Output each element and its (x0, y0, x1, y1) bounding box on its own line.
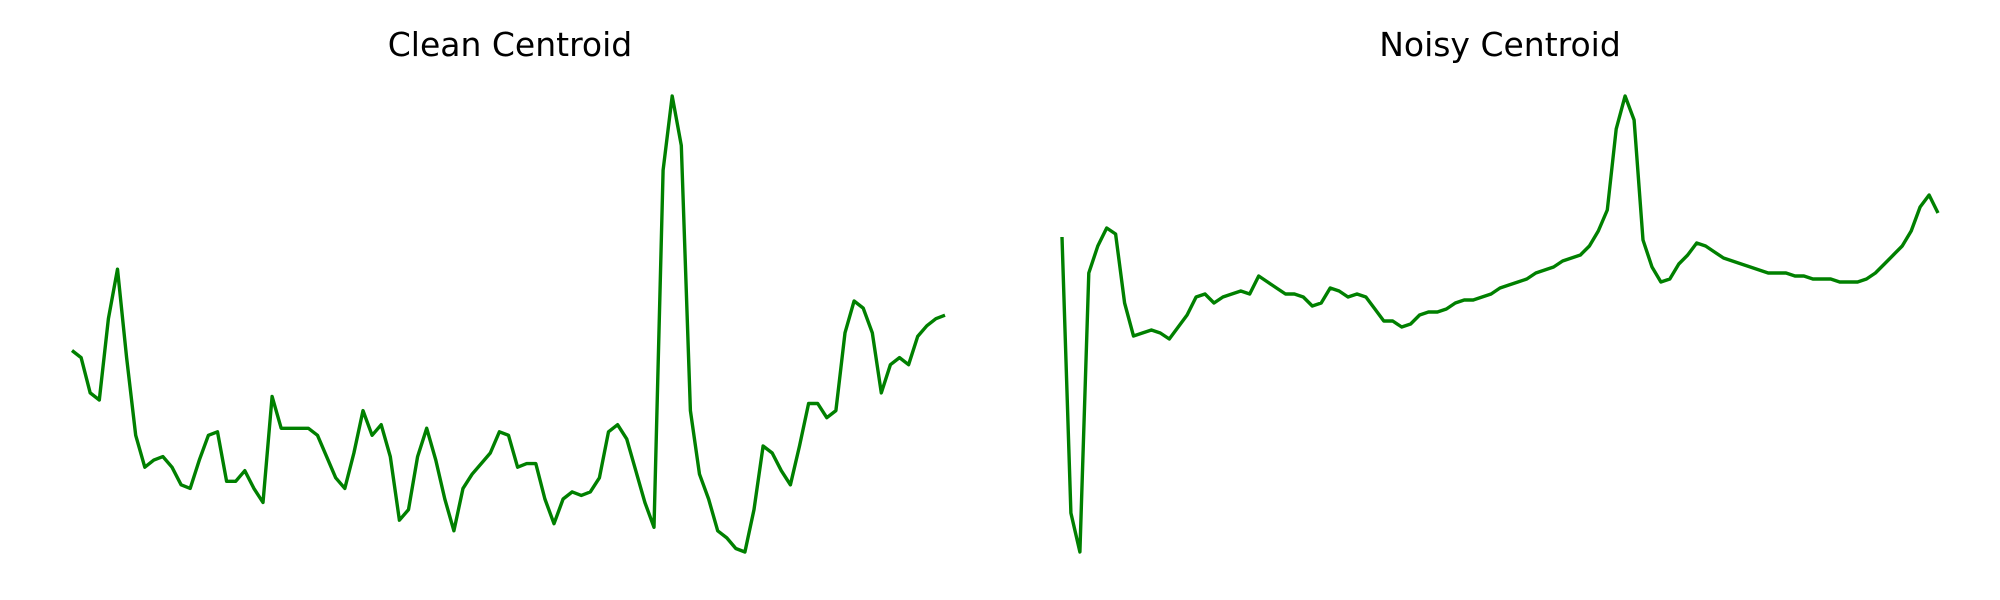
chart-noisy-centroid: Noisy Centroid (1060, 25, 1940, 554)
series-line-noisy-centroid (1060, 94, 1940, 554)
chart-title-clean-centroid: Clean Centroid (388, 25, 633, 64)
chart-title-noisy-centroid: Noisy Centroid (1379, 25, 1621, 64)
series-line-clean-centroid (70, 94, 946, 554)
chart-clean-centroid: Clean Centroid (70, 25, 946, 554)
